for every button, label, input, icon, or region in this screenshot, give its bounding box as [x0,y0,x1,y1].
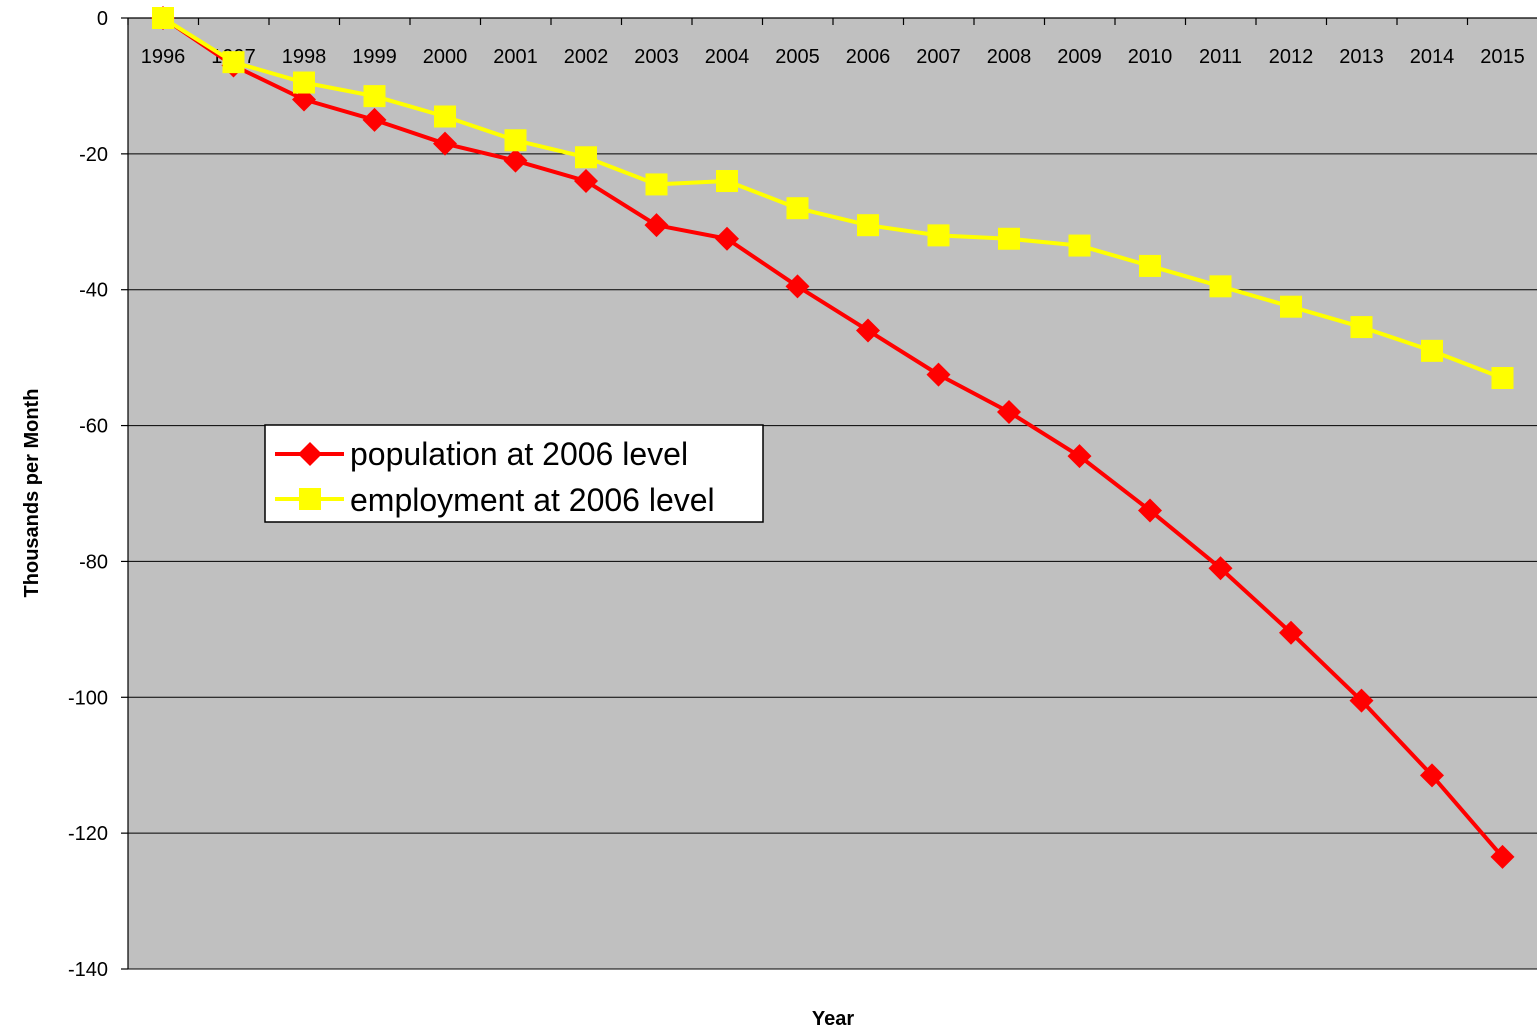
legend-marker-employment [299,488,321,510]
data-point-square [1280,295,1302,318]
data-point-diamond [715,226,739,251]
y-axis-title: Thousands per Month [21,389,43,598]
data-point-square [716,170,738,193]
data-point-square [363,85,386,108]
x-tick-label: 2012 [1269,46,1314,68]
data-point-diamond [1138,498,1162,523]
data-point-square [1491,367,1514,390]
data-point-diamond [785,274,810,299]
data-point-square [786,197,809,220]
legend-marker-population [298,442,322,466]
legend-label-employment: employment at 2006 level [350,482,715,518]
data-point-diamond [433,131,457,156]
y-tick-label: -40 [79,280,108,302]
data-point-square [575,146,597,169]
x-tick-label: 1996 [141,46,186,68]
y-tick-label: -20 [79,144,108,166]
x-tick-label: 2008 [987,46,1032,68]
x-tick-label: 2007 [916,46,961,68]
axes: 0-20-40-60-80-100-120-140199619971998199… [68,8,1537,981]
data-point-square [152,7,174,29]
data-point-diamond [997,399,1021,424]
x-tick-label: 1998 [282,46,327,68]
x-tick-label: 2005 [775,46,820,68]
legend-box [264,424,764,523]
data-point-diamond [1490,844,1515,869]
data-point-diamond [362,107,387,132]
data-point-square [1421,339,1443,362]
y-tick-label: -60 [79,416,108,438]
data-point-square [1350,316,1373,339]
data-point-diamond [1420,763,1444,788]
y-tick-label: 0 [97,8,108,30]
x-tick-label: 2004 [705,46,750,68]
x-tick-label: 2015 [1480,46,1525,68]
series-employment [152,7,1514,390]
legend: population at 2006 level employment at 2… [264,424,764,523]
data-point-diamond [503,148,528,173]
x-tick-label: 2011 [1199,46,1242,68]
series-line [161,16,1504,380]
series-line [161,16,1505,859]
x-tick-label: 2000 [423,46,468,68]
data-point-square [927,224,950,247]
data-point-diamond [1349,688,1374,713]
x-tick-label: 1999 [352,46,397,68]
series-group [151,6,1515,869]
data-point-diamond [1279,620,1303,645]
data-point-square [222,51,245,74]
data-point-diamond [644,213,669,238]
y-tick-label: -140 [68,959,108,981]
data-point-diamond [856,318,880,343]
x-tick-label: 2013 [1339,46,1384,68]
data-point-square [998,227,1020,250]
data-point-square [434,105,456,128]
data-point-square [504,129,527,152]
data-point-diamond [574,169,598,194]
x-tick-label: 2002 [564,46,609,68]
data-point-square [1068,234,1091,257]
data-point-diamond [926,362,951,387]
data-point-square [1139,254,1161,277]
data-point-diamond [1208,556,1233,581]
data-point-square [1209,275,1232,298]
legend-label-population: population at 2006 level [350,436,688,472]
x-tick-label: 2009 [1057,46,1102,68]
y-tick-label: -100 [68,687,108,709]
x-tick-label: 2010 [1128,46,1173,68]
data-point-square [857,214,879,237]
x-tick-label: 2001 [493,46,538,68]
y-tick-label: -120 [68,823,108,845]
x-tick-label: 2014 [1410,46,1455,68]
x-tick-label: 2003 [634,46,679,68]
data-point-diamond [1067,444,1092,469]
x-tick-label: 2006 [846,46,891,68]
x-axis-title: Year [812,1008,854,1030]
data-point-square [645,173,668,196]
data-point-square [293,71,315,94]
y-tick-label: -80 [79,551,108,573]
